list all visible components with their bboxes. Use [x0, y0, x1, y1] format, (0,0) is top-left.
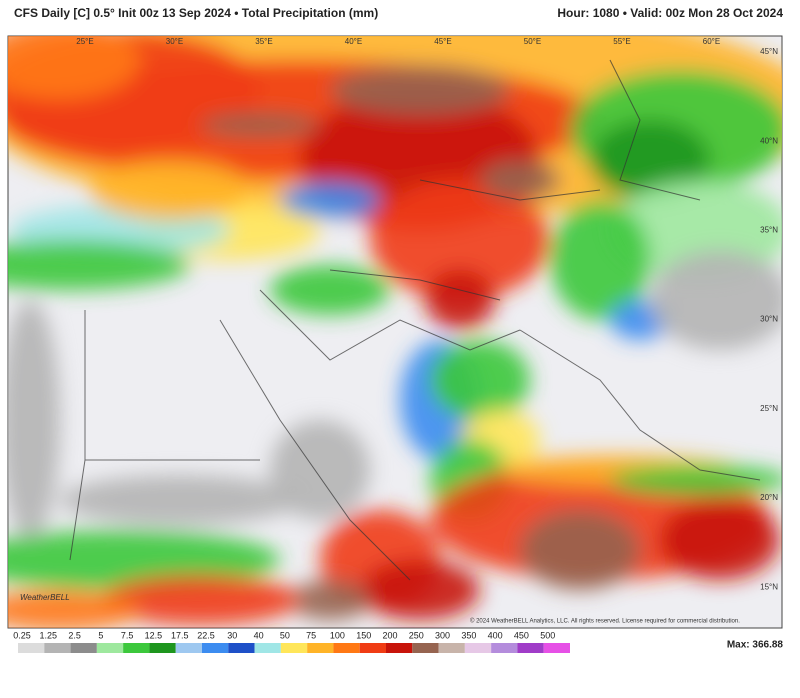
- lon-label: 60°E: [703, 37, 720, 46]
- lat-label: 15°N: [760, 582, 778, 591]
- precip-blob: [430, 340, 530, 420]
- legend-label: 22.5: [197, 630, 215, 640]
- legend-swatch: [18, 643, 45, 653]
- lon-label: 50°E: [524, 37, 541, 46]
- legend-swatch: [280, 643, 308, 653]
- lon-label: 55°E: [613, 37, 630, 46]
- precip-blob: [660, 500, 780, 580]
- precip-blob: [610, 465, 782, 495]
- borders: [69, 59, 761, 581]
- precip-blob: [8, 300, 60, 540]
- legend-swatch: [96, 643, 124, 653]
- precip-blob: [290, 580, 370, 620]
- lon-label: 25°E: [76, 37, 93, 46]
- legend-label: 5: [98, 630, 103, 640]
- precip-blob: [550, 200, 650, 320]
- credit: © 2024 WeatherBELL Analytics, LLC. All r…: [470, 618, 740, 625]
- precip-blob: [60, 475, 300, 525]
- legend-label: 50: [280, 630, 290, 640]
- legend-label: 75: [306, 630, 316, 640]
- lat-label: 20°N: [760, 493, 778, 502]
- max-value: Max: 366.88: [727, 640, 784, 651]
- logo: WeatherBELL: [20, 593, 70, 602]
- legend-swatch: [202, 643, 229, 653]
- precip-blob: [650, 250, 782, 350]
- legend-swatch: [123, 643, 150, 653]
- legend-label: 30: [227, 630, 237, 640]
- legend-label: 300: [435, 630, 450, 640]
- legend-label: 7.5: [121, 630, 134, 640]
- precip-blob: [100, 575, 300, 625]
- legend-swatch: [543, 643, 570, 653]
- border-lines: [69, 59, 761, 581]
- legend-swatch: [44, 643, 71, 653]
- lon-label: 45°E: [434, 37, 451, 46]
- precip-blob: [8, 590, 140, 628]
- legend-swatch: [491, 643, 518, 653]
- lat-label: 40°N: [760, 136, 778, 145]
- legend-label: 250: [409, 630, 424, 640]
- precip-blob: [520, 510, 640, 590]
- legend-label: 2.5: [68, 630, 81, 640]
- precip-blob: [360, 560, 480, 620]
- legend-label: 400: [488, 630, 503, 640]
- legend-label: 17.5: [171, 630, 189, 640]
- precip-blob: [200, 113, 320, 137]
- legend-swatch: [359, 643, 386, 653]
- legend-swatch: [149, 643, 176, 653]
- legend-label: 500: [540, 630, 555, 640]
- legend-swatch: [386, 643, 413, 653]
- precip-blob: [270, 265, 390, 315]
- legend-label: 350: [461, 630, 476, 640]
- legend-label: 450: [514, 630, 529, 640]
- legend-swatch: [228, 643, 255, 653]
- precip-blob: [90, 160, 250, 220]
- legend-swatch: [438, 643, 465, 653]
- precip-blob: [8, 530, 280, 590]
- lat-label: 35°N: [760, 226, 778, 235]
- legend-swatch: [333, 643, 360, 653]
- legend-label: 1.25: [40, 630, 58, 640]
- valid-time: Hour: 1080 • Valid: 00z Mon 28 Oct 2024: [557, 6, 783, 20]
- legend-label: 200: [382, 630, 397, 640]
- precip-blob: [330, 65, 510, 115]
- legend-swatch: [517, 643, 544, 653]
- lat-label: 25°N: [760, 404, 778, 413]
- lon-label: 30°E: [166, 37, 183, 46]
- legend-swatch: [254, 643, 281, 653]
- map-title: CFS Daily [C] 0.5° Init 00z 13 Sep 2024 …: [14, 6, 378, 20]
- legend-label: 40: [254, 630, 264, 640]
- lon-label: 40°E: [345, 37, 362, 46]
- precip-blob: [370, 180, 550, 300]
- legend-swatch: [70, 643, 97, 653]
- precip-blob: [8, 36, 140, 100]
- legend-swatch: [175, 643, 202, 653]
- precip-blob: [425, 270, 495, 330]
- legend-label: 150: [356, 630, 371, 640]
- lat-label: 30°N: [760, 315, 778, 324]
- precip-blob: [280, 182, 380, 218]
- precip-blob: [480, 160, 560, 200]
- legend-swatch: [307, 643, 334, 653]
- legend-label: 12.5: [145, 630, 163, 640]
- lat-label: 45°N: [760, 47, 778, 56]
- legend-swatch: [412, 643, 439, 653]
- precip-blob: [8, 240, 190, 290]
- legend-swatch: [464, 643, 492, 653]
- legend-label: 100: [330, 630, 345, 640]
- lon-label: 35°E: [255, 37, 272, 46]
- precip-field: [8, 36, 782, 628]
- legend-label: 0.25: [13, 630, 31, 640]
